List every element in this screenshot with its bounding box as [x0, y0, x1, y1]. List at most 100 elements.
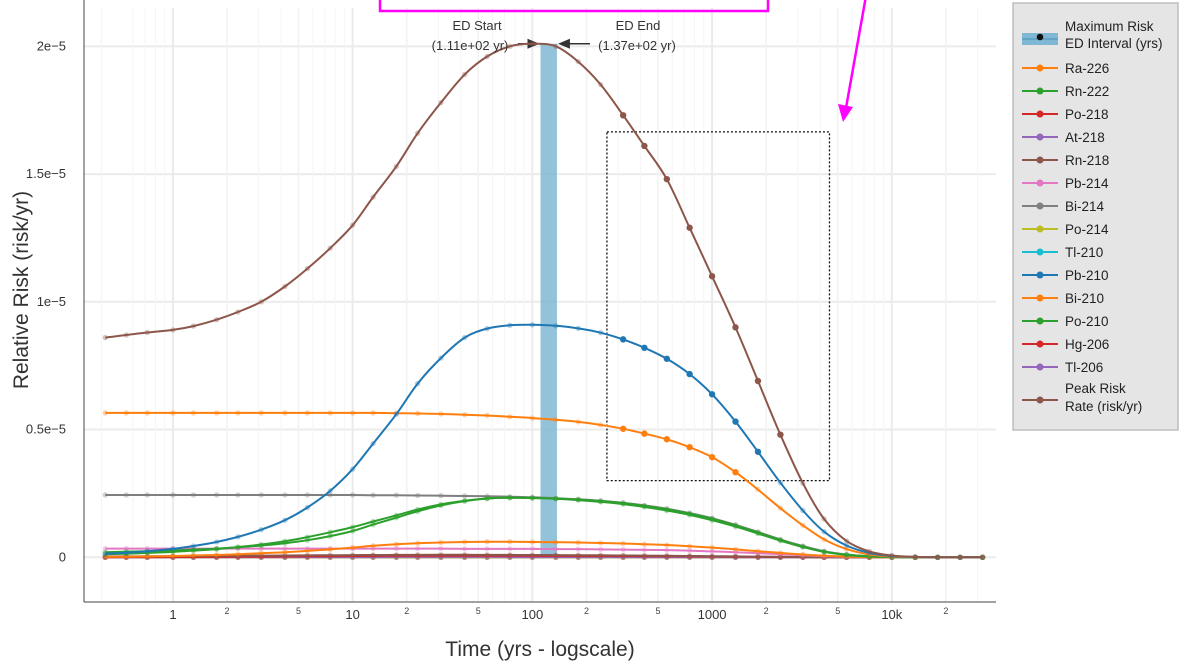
- data-point: [821, 536, 827, 543]
- data-point: [438, 552, 444, 558]
- legend-swatch-marker: [1036, 179, 1044, 187]
- data-point: [800, 522, 806, 529]
- data-point: [777, 431, 784, 438]
- data-point: [304, 537, 311, 543]
- x-tick-label: 100: [522, 607, 544, 622]
- data-point: [213, 539, 220, 545]
- data-point: [575, 325, 581, 332]
- data-point: [123, 545, 129, 552]
- data-point: [393, 541, 400, 547]
- data-point: [620, 552, 626, 559]
- legend-label: Bi-214: [1065, 199, 1105, 214]
- ed-start-value: (1.11e+02 yr): [432, 38, 509, 53]
- data-point: [529, 539, 536, 545]
- legend-item: Po-210: [1022, 314, 1109, 329]
- data-point: [393, 514, 400, 521]
- series-line: [105, 323, 983, 559]
- data-point: [258, 545, 264, 552]
- data-point: [686, 443, 693, 451]
- data-point: [282, 549, 288, 555]
- data-point: [597, 422, 604, 428]
- data-point: [414, 130, 421, 136]
- data-point: [732, 418, 739, 425]
- data-point: [641, 344, 648, 351]
- data-point: [258, 550, 264, 556]
- data-point: [553, 417, 559, 423]
- data-point: [213, 552, 220, 558]
- data-point: [553, 323, 559, 329]
- data-point: [282, 283, 288, 290]
- legend-item: Pb-214: [1022, 176, 1109, 191]
- data-point: [529, 552, 536, 558]
- legend-label: Tl-206: [1065, 360, 1103, 375]
- data-point: [663, 175, 671, 183]
- data-point: [755, 553, 761, 560]
- data-point: [144, 545, 150, 552]
- data-point: [575, 419, 581, 425]
- data-point: [620, 500, 626, 506]
- data-point: [866, 548, 873, 555]
- data-point: [235, 551, 241, 557]
- data-point: [664, 547, 670, 553]
- y-tick-label: 1e−5: [37, 294, 66, 309]
- data-point: [349, 410, 356, 416]
- data-point: [686, 553, 693, 559]
- data-point: [461, 552, 468, 558]
- data-point: [957, 554, 963, 560]
- callout-arrow: [844, 0, 867, 109]
- data-point: [461, 546, 468, 552]
- data-point: [708, 273, 716, 280]
- legend-item: Tl-210: [1022, 245, 1103, 260]
- data-point: [170, 553, 176, 559]
- data-point: [843, 538, 850, 544]
- data-point: [777, 505, 784, 511]
- legend-label: Tl-210: [1065, 245, 1103, 260]
- data-point: [304, 504, 311, 511]
- data-point: [213, 545, 220, 552]
- legend-swatch-marker: [1036, 271, 1044, 279]
- data-point: [123, 410, 129, 416]
- data-point: [370, 521, 376, 528]
- data-point: [619, 425, 627, 432]
- data-point: [843, 542, 850, 549]
- data-point: [686, 370, 693, 378]
- data-point: [597, 330, 604, 336]
- data-point: [597, 540, 604, 546]
- data-point: [686, 543, 693, 550]
- legend-label: Bi-210: [1065, 291, 1104, 306]
- data-point: [461, 71, 468, 78]
- data-point: [123, 549, 129, 556]
- legend-swatch-marker: [1036, 156, 1044, 164]
- data-point: [800, 551, 806, 558]
- data-point: [213, 492, 220, 498]
- data-point: [754, 377, 762, 385]
- legend-swatch-marker: [1036, 87, 1044, 95]
- data-point: [484, 539, 490, 545]
- data-point: [370, 194, 376, 200]
- data-point: [349, 524, 356, 530]
- data-point: [102, 410, 108, 416]
- data-point: [144, 548, 150, 554]
- data-point: [393, 163, 400, 170]
- data-point: [663, 355, 671, 362]
- data-point: [349, 222, 356, 228]
- data-point: [641, 547, 648, 553]
- data-point: [641, 552, 648, 559]
- data-point: [663, 436, 671, 443]
- data-point: [304, 548, 311, 554]
- data-point: [282, 410, 288, 416]
- ed-annotations: ED Start (1.11e+02 yr) ED End (1.37e+02 …: [432, 18, 676, 53]
- x-minor-tick-label: 2: [225, 606, 230, 616]
- x-tick-label: 10: [345, 607, 359, 622]
- data-point: [461, 493, 468, 499]
- data-point: [777, 537, 784, 543]
- data-point: [777, 554, 784, 560]
- data-point: [370, 410, 376, 416]
- data-point: [709, 553, 715, 559]
- data-point: [327, 492, 333, 498]
- data-point: [597, 81, 604, 88]
- data-point: [235, 544, 241, 551]
- data-point: [235, 410, 241, 416]
- data-point: [258, 526, 264, 533]
